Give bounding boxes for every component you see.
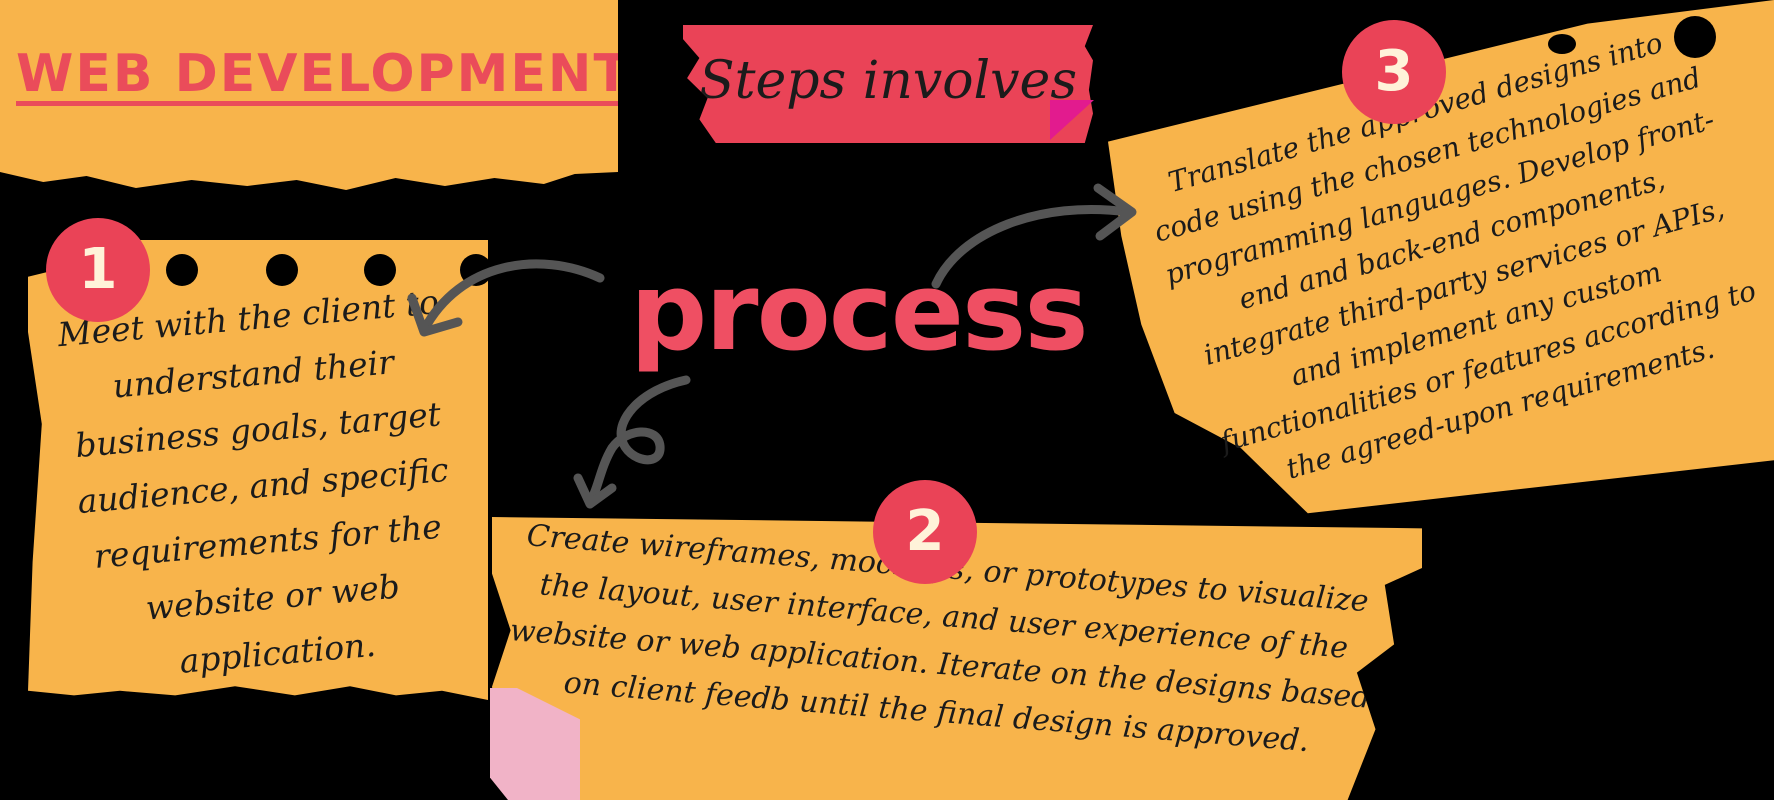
process-word: process <box>630 250 1089 375</box>
banner-text: Steps involves <box>698 51 1078 111</box>
page-title: WEB DEVELOPMENT <box>16 44 631 104</box>
step-1-text: Meet with the client to understand their… <box>56 282 450 681</box>
notebook-hole <box>1548 34 1576 54</box>
step-1-badge: 1 <box>46 218 150 322</box>
arrow-to-step2-icon <box>573 375 691 509</box>
notebook-hole <box>1674 16 1716 58</box>
banner-fold <box>1050 100 1094 140</box>
steps-banner: Steps involves <box>683 25 1093 143</box>
step-3-badge: 3 <box>1342 20 1446 124</box>
notebook-hole <box>460 254 492 286</box>
notebook-hole <box>266 254 298 286</box>
notebook-hole <box>166 254 198 286</box>
header-paper: WEB DEVELOPMENT <box>0 0 618 190</box>
step-2-badge: 2 <box>873 480 977 584</box>
notebook-hole <box>364 254 396 286</box>
